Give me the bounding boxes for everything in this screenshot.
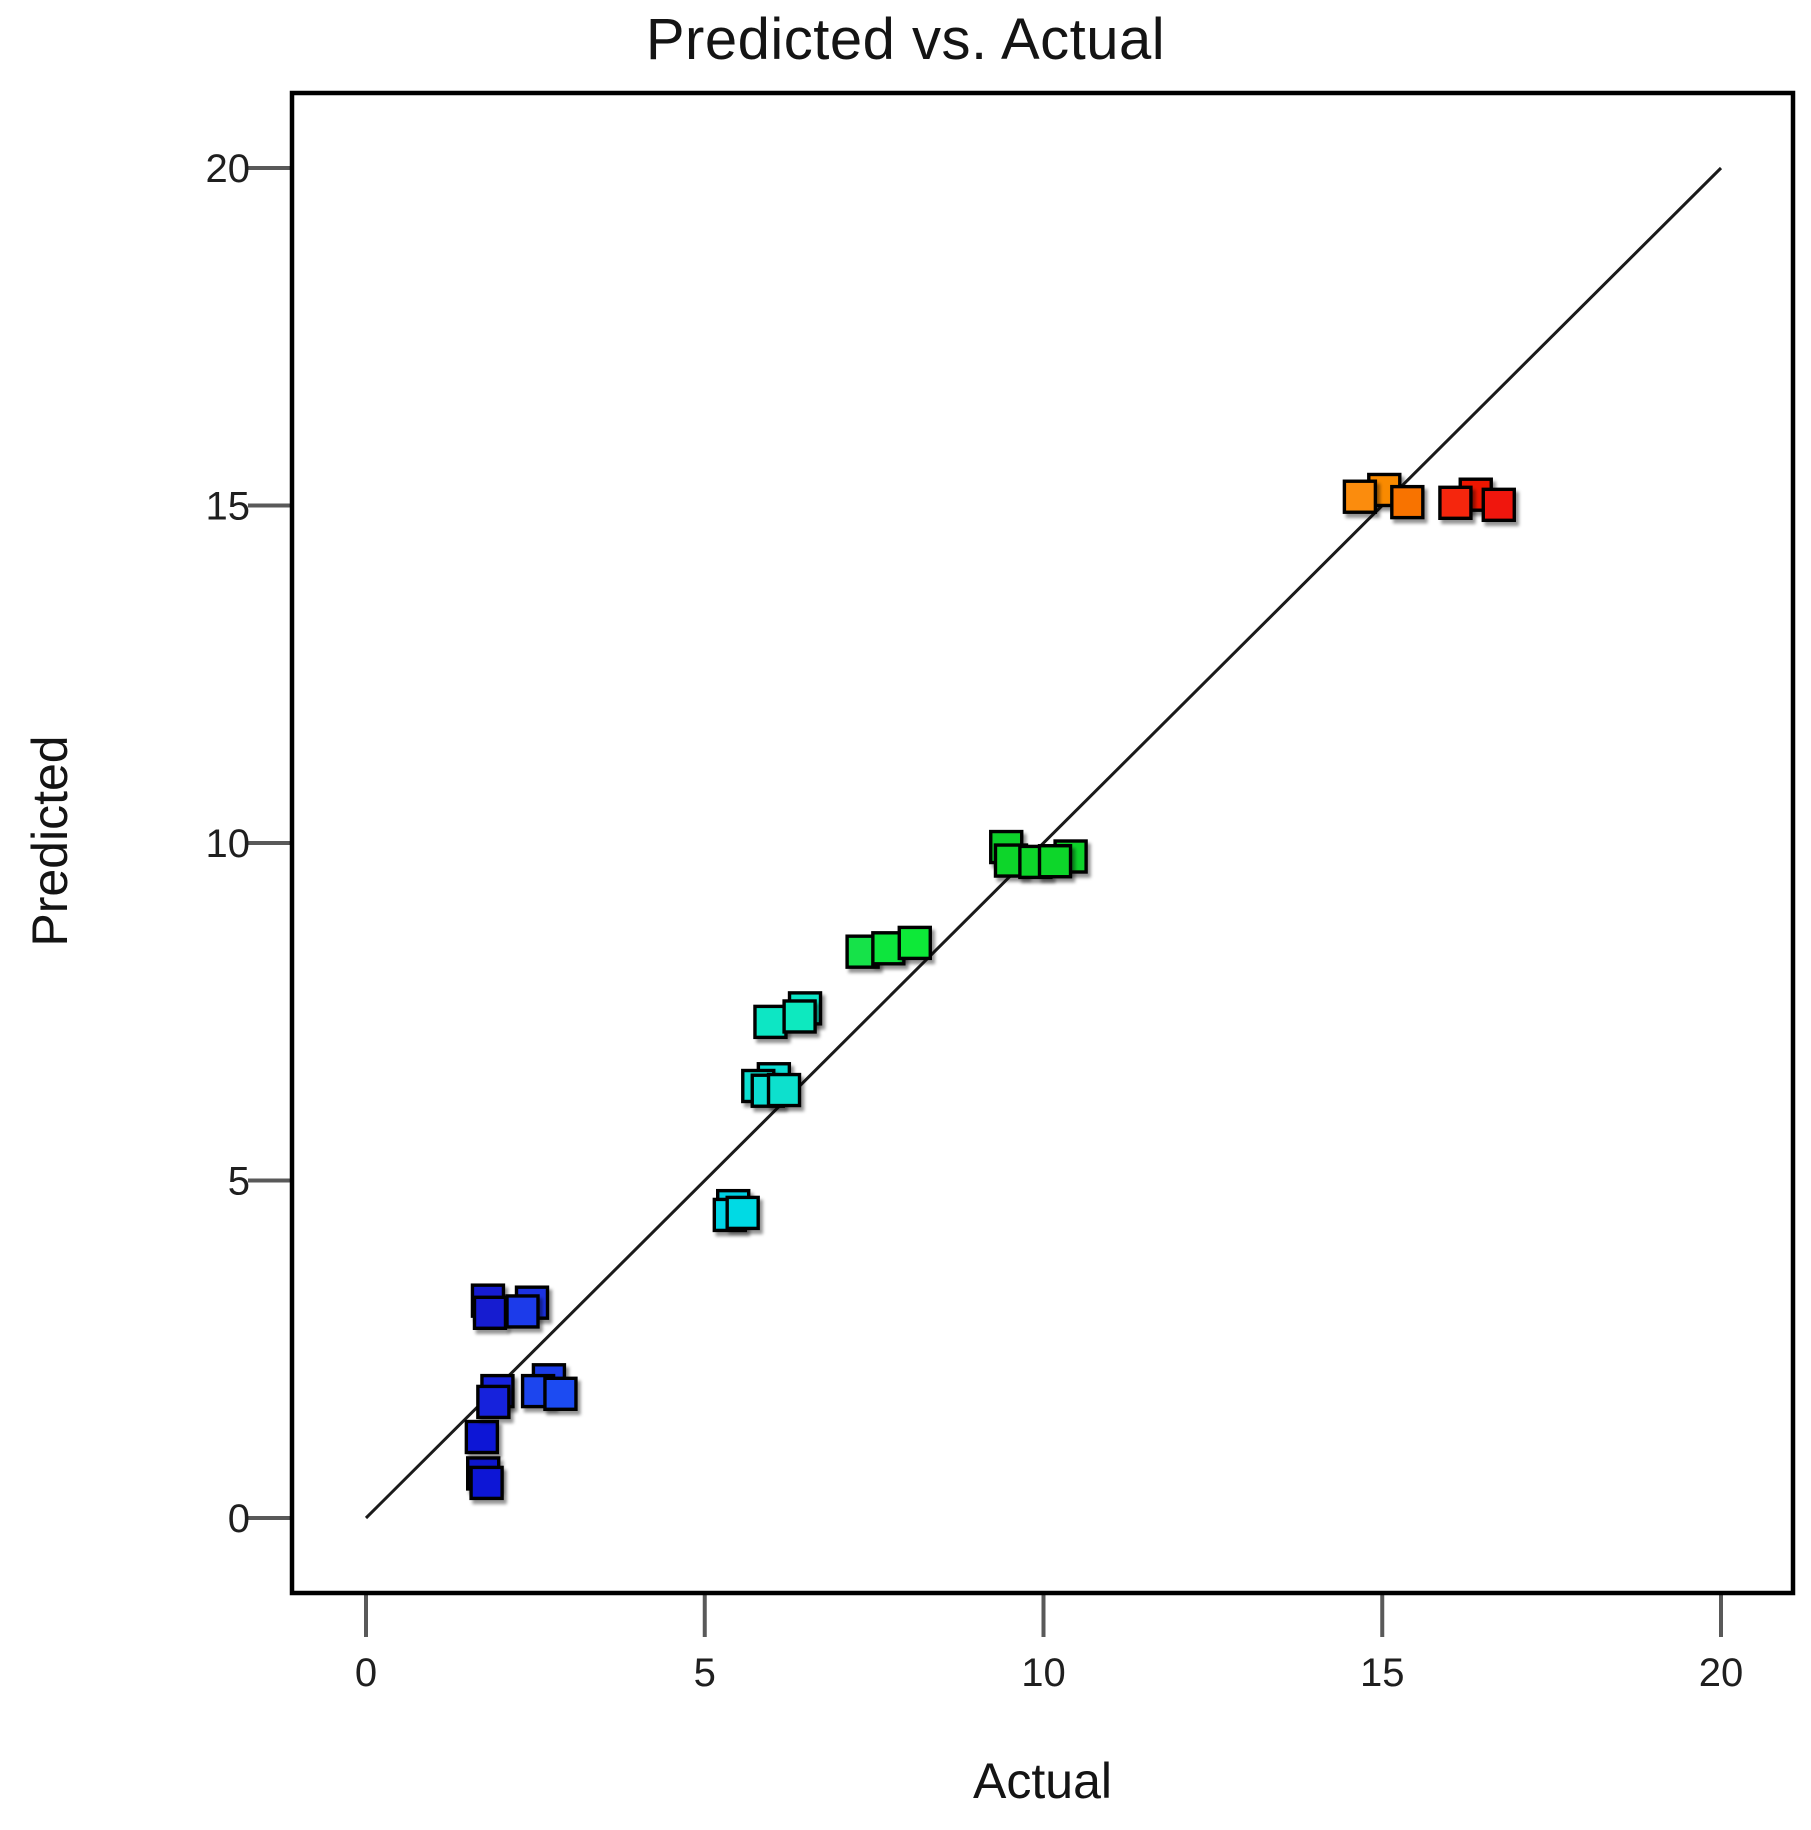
data-point xyxy=(505,1294,540,1329)
x-tick-label: 15 xyxy=(1360,1651,1405,1695)
data-point xyxy=(469,1465,504,1501)
y-tick-label: 15 xyxy=(206,485,251,529)
plot-border xyxy=(289,90,1796,1596)
data-point xyxy=(766,1072,802,1108)
data-point xyxy=(1481,487,1516,523)
x-tick-label: 20 xyxy=(1699,1651,1744,1695)
data-point xyxy=(1390,484,1425,520)
x-tick-label: 5 xyxy=(694,1651,716,1695)
y-tick-label: 10 xyxy=(206,822,251,866)
data-point xyxy=(476,1384,511,1420)
data-point xyxy=(753,1004,788,1040)
y-tick-label: 5 xyxy=(228,1160,250,1204)
data-point xyxy=(1037,844,1073,879)
data-point xyxy=(464,1419,500,1455)
x-tick-label: 0 xyxy=(355,1651,377,1695)
data-point xyxy=(897,925,932,961)
y-axis-title: Predicted xyxy=(22,735,78,947)
x-tick-label: 10 xyxy=(1021,1651,1066,1695)
data-point xyxy=(782,999,817,1034)
data-point xyxy=(1438,485,1473,520)
x-axis-title: Actual xyxy=(973,1753,1112,1809)
y-tick-label: 0 xyxy=(228,1497,250,1541)
y-tick-label: 20 xyxy=(206,147,251,191)
data-point xyxy=(725,1195,760,1231)
data-point xyxy=(472,1295,508,1331)
chart-title: Predicted vs. Actual xyxy=(645,7,1166,72)
identity-line xyxy=(364,166,1723,1520)
data-point xyxy=(543,1376,578,1412)
data-point xyxy=(1342,479,1378,514)
